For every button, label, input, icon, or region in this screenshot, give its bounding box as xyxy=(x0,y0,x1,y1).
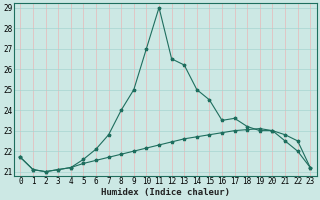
X-axis label: Humidex (Indice chaleur): Humidex (Indice chaleur) xyxy=(101,188,230,197)
